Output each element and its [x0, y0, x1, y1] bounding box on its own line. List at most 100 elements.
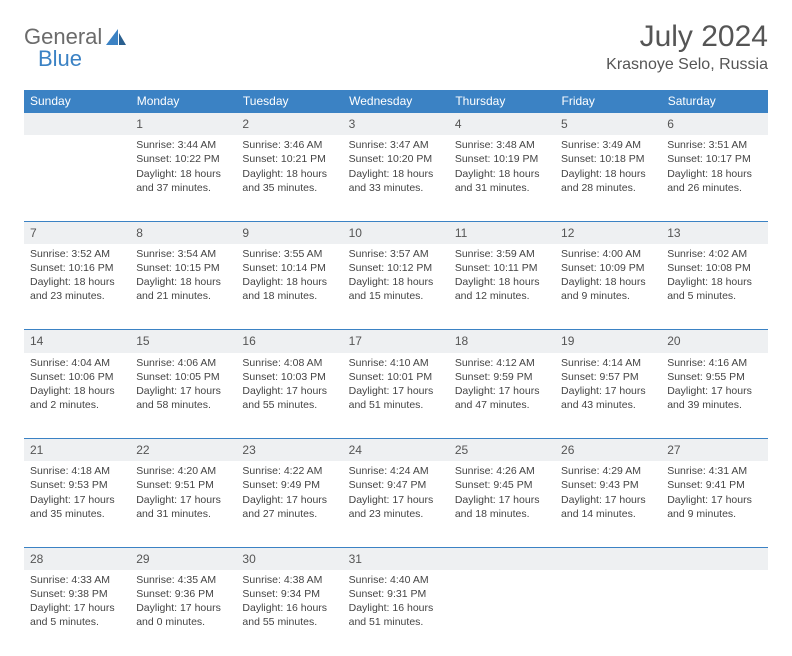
sunrise-text: Sunrise: 4:26 AM: [455, 464, 549, 478]
day-number: 14: [24, 330, 130, 353]
day-number: 6: [661, 113, 767, 136]
sunset-text: Sunset: 9:31 PM: [349, 587, 443, 601]
daylight-text: Daylight: 17 hours and 5 minutes.: [30, 601, 124, 629]
day-cell-text: Sunrise: 4:26 AMSunset: 9:45 PMDaylight:…: [449, 461, 555, 527]
day-number: 2: [236, 113, 342, 136]
sunrise-text: Sunrise: 4:31 AM: [667, 464, 761, 478]
day-cell-text: Sunrise: 4:00 AMSunset: 10:09 PMDaylight…: [555, 244, 661, 310]
daynum-row: 28293031: [24, 547, 768, 570]
day-number: 5: [555, 113, 661, 136]
day-cell: Sunrise: 3:54 AMSunset: 10:15 PMDaylight…: [130, 244, 236, 330]
sunrise-text: Sunrise: 4:22 AM: [242, 464, 336, 478]
daylight-text: Daylight: 18 hours and 23 minutes.: [30, 275, 124, 303]
daynum-row: 78910111213: [24, 221, 768, 244]
sunrise-text: Sunrise: 4:18 AM: [30, 464, 124, 478]
sunrise-text: Sunrise: 4:08 AM: [242, 356, 336, 370]
day-cell: Sunrise: 4:20 AMSunset: 9:51 PMDaylight:…: [130, 461, 236, 547]
day-cell-text: Sunrise: 4:29 AMSunset: 9:43 PMDaylight:…: [555, 461, 661, 527]
sunrise-text: Sunrise: 4:12 AM: [455, 356, 549, 370]
day-number: 4: [449, 113, 555, 136]
sunset-text: Sunset: 10:09 PM: [561, 261, 655, 275]
day-cell: Sunrise: 4:04 AMSunset: 10:06 PMDaylight…: [24, 353, 130, 439]
month-title: July 2024: [606, 20, 768, 54]
sunrise-text: Sunrise: 3:47 AM: [349, 138, 443, 152]
sunset-text: Sunset: 10:16 PM: [30, 261, 124, 275]
day-number: 11: [449, 221, 555, 244]
day-cell: [555, 570, 661, 656]
sunset-text: Sunset: 9:38 PM: [30, 587, 124, 601]
sunset-text: Sunset: 9:43 PM: [561, 478, 655, 492]
daylight-text: Daylight: 17 hours and 9 minutes.: [667, 493, 761, 521]
daylight-text: Daylight: 18 hours and 12 minutes.: [455, 275, 549, 303]
sunset-text: Sunset: 10:21 PM: [242, 152, 336, 166]
daylight-text: Daylight: 18 hours and 2 minutes.: [30, 384, 124, 412]
day-header: Tuesday: [236, 90, 342, 113]
sunset-text: Sunset: 9:59 PM: [455, 370, 549, 384]
day-cell: Sunrise: 3:55 AMSunset: 10:14 PMDaylight…: [236, 244, 342, 330]
day-cell: Sunrise: 3:44 AMSunset: 10:22 PMDaylight…: [130, 135, 236, 221]
day-cell: Sunrise: 4:18 AMSunset: 9:53 PMDaylight:…: [24, 461, 130, 547]
sunrise-text: Sunrise: 3:54 AM: [136, 247, 230, 261]
sunset-text: Sunset: 9:36 PM: [136, 587, 230, 601]
sunset-text: Sunset: 9:41 PM: [667, 478, 761, 492]
daylight-text: Daylight: 17 hours and 39 minutes.: [667, 384, 761, 412]
day-number: 17: [343, 330, 449, 353]
daylight-text: Daylight: 17 hours and 31 minutes.: [136, 493, 230, 521]
day-cell-text: Sunrise: 4:10 AMSunset: 10:01 PMDaylight…: [343, 353, 449, 419]
sunrise-text: Sunrise: 3:44 AM: [136, 138, 230, 152]
day-header: Thursday: [449, 90, 555, 113]
day-cell: [661, 570, 767, 656]
daynum-row: 21222324252627: [24, 439, 768, 462]
day-number: 31: [343, 547, 449, 570]
day-cell: Sunrise: 4:02 AMSunset: 10:08 PMDaylight…: [661, 244, 767, 330]
day-number: 7: [24, 221, 130, 244]
day-header: Friday: [555, 90, 661, 113]
day-cell: Sunrise: 3:52 AMSunset: 10:16 PMDaylight…: [24, 244, 130, 330]
day-number: 18: [449, 330, 555, 353]
day-number: 21: [24, 439, 130, 462]
sunrise-text: Sunrise: 4:35 AM: [136, 573, 230, 587]
day-number: 23: [236, 439, 342, 462]
daylight-text: Daylight: 17 hours and 0 minutes.: [136, 601, 230, 629]
day-number: 15: [130, 330, 236, 353]
title-block: July 2024 Krasnoye Selo, Russia: [606, 20, 768, 74]
day-cell-text: Sunrise: 4:04 AMSunset: 10:06 PMDaylight…: [24, 353, 130, 419]
daylight-text: Daylight: 17 hours and 47 minutes.: [455, 384, 549, 412]
day-header-row: Sunday Monday Tuesday Wednesday Thursday…: [24, 90, 768, 113]
day-cell: Sunrise: 4:33 AMSunset: 9:38 PMDaylight:…: [24, 570, 130, 656]
sunset-text: Sunset: 9:51 PM: [136, 478, 230, 492]
day-cell: Sunrise: 4:00 AMSunset: 10:09 PMDaylight…: [555, 244, 661, 330]
daynum-row: 14151617181920: [24, 330, 768, 353]
day-number: 9: [236, 221, 342, 244]
day-cell: Sunrise: 4:14 AMSunset: 9:57 PMDaylight:…: [555, 353, 661, 439]
calendar-table: Sunday Monday Tuesday Wednesday Thursday…: [24, 90, 768, 656]
day-cell-text: Sunrise: 4:14 AMSunset: 9:57 PMDaylight:…: [555, 353, 661, 419]
day-header: Saturday: [661, 90, 767, 113]
day-cell: Sunrise: 3:47 AMSunset: 10:20 PMDaylight…: [343, 135, 449, 221]
day-cell-text: Sunrise: 4:35 AMSunset: 9:36 PMDaylight:…: [130, 570, 236, 636]
day-cell: Sunrise: 4:16 AMSunset: 9:55 PMDaylight:…: [661, 353, 767, 439]
sunset-text: Sunset: 10:22 PM: [136, 152, 230, 166]
sunset-text: Sunset: 10:15 PM: [136, 261, 230, 275]
day-cell: Sunrise: 4:22 AMSunset: 9:49 PMDaylight:…: [236, 461, 342, 547]
sunset-text: Sunset: 10:12 PM: [349, 261, 443, 275]
sunrise-text: Sunrise: 4:38 AM: [242, 573, 336, 587]
day-number: 8: [130, 221, 236, 244]
sunrise-text: Sunrise: 3:57 AM: [349, 247, 443, 261]
day-content-row: Sunrise: 4:04 AMSunset: 10:06 PMDaylight…: [24, 353, 768, 439]
day-cell: Sunrise: 4:26 AMSunset: 9:45 PMDaylight:…: [449, 461, 555, 547]
daylight-text: Daylight: 18 hours and 15 minutes.: [349, 275, 443, 303]
sunset-text: Sunset: 9:34 PM: [242, 587, 336, 601]
sunrise-text: Sunrise: 4:14 AM: [561, 356, 655, 370]
day-cell-text: Sunrise: 4:40 AMSunset: 9:31 PMDaylight:…: [343, 570, 449, 636]
day-number: 22: [130, 439, 236, 462]
logo-sail-icon: [106, 29, 128, 47]
day-number: 28: [24, 547, 130, 570]
day-cell: [449, 570, 555, 656]
day-content-row: Sunrise: 4:18 AMSunset: 9:53 PMDaylight:…: [24, 461, 768, 547]
day-number: [661, 547, 767, 570]
daylight-text: Daylight: 17 hours and 55 minutes.: [242, 384, 336, 412]
day-content-row: Sunrise: 3:44 AMSunset: 10:22 PM Daylight…: [24, 135, 768, 221]
day-cell-text: Sunrise: 3:49 AMSunset: 10:18 PMDaylight…: [555, 135, 661, 201]
daylight-text: Daylight: 18 hours and 33 minutes.: [349, 167, 443, 195]
